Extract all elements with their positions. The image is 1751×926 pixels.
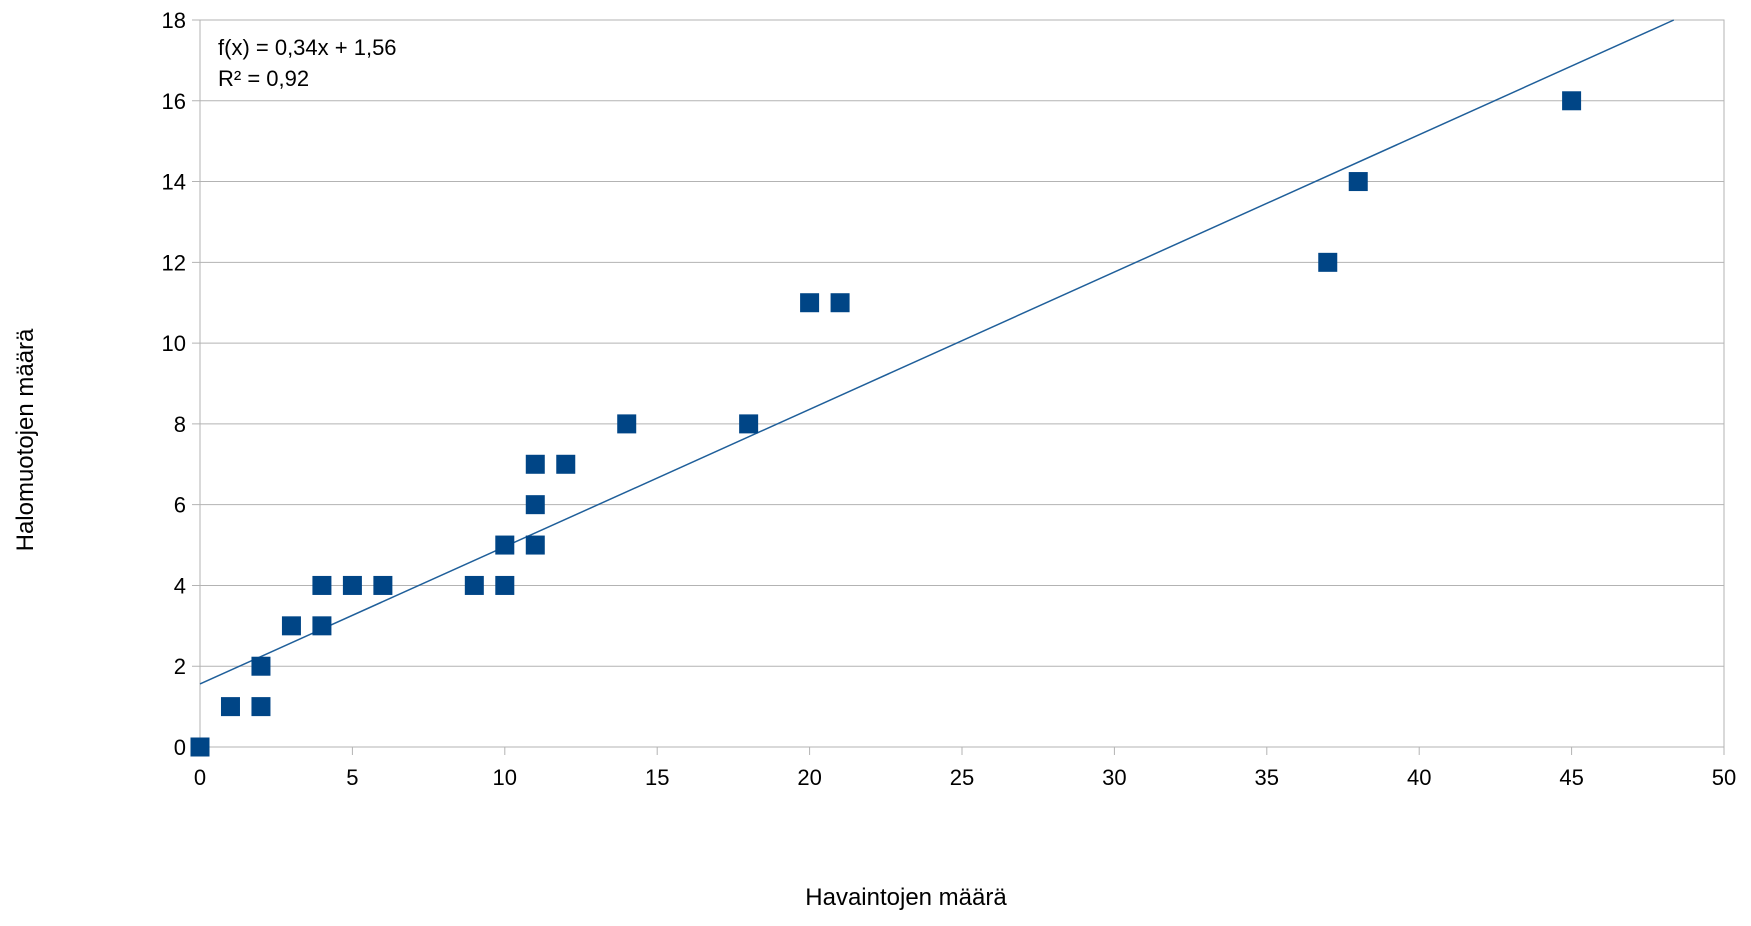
plot-frame <box>199 19 1725 748</box>
axes <box>199 19 1725 755</box>
data-point <box>525 535 545 555</box>
trendline-equation: f(x) = 0,34x + 1,56 <box>218 35 397 60</box>
y-tick-label: 16 <box>162 89 186 114</box>
data-point <box>525 495 545 515</box>
y-tick-label: 12 <box>162 250 186 275</box>
x-tick-label: 15 <box>645 765 669 790</box>
data-point <box>1318 252 1338 272</box>
x-tick-label: 5 <box>346 765 358 790</box>
data-point <box>830 293 850 313</box>
data-point <box>251 656 271 676</box>
trendline-group <box>199 19 1675 685</box>
y-tick-label: 4 <box>174 573 186 598</box>
y-tick-label: 0 <box>174 735 186 760</box>
x-tick-label: 25 <box>950 765 974 790</box>
x-tick-label: 30 <box>1102 765 1126 790</box>
data-point <box>190 737 210 757</box>
y-tick-label: 10 <box>162 331 186 356</box>
data-point <box>617 414 637 434</box>
data-point <box>251 697 271 717</box>
data-point <box>464 575 484 595</box>
trendline <box>199 19 1675 685</box>
data-point <box>556 454 576 474</box>
x-tick-label: 35 <box>1255 765 1279 790</box>
data-point <box>800 293 820 313</box>
data-point <box>1562 91 1582 111</box>
y-tick-label: 14 <box>162 170 186 195</box>
data-points <box>190 91 1582 757</box>
y-tick-label: 6 <box>174 493 186 518</box>
x-tick-label: 10 <box>493 765 517 790</box>
data-point <box>525 454 545 474</box>
x-axis-title: Havaintojen määrä <box>805 884 1007 911</box>
x-tick-label: 50 <box>1712 765 1736 790</box>
x-tick-label: 20 <box>797 765 821 790</box>
y-tick-label: 2 <box>174 654 186 679</box>
data-point <box>495 535 515 555</box>
data-point <box>342 575 362 595</box>
tick-labels: 0 2 4 6 8 10 12 14 16 18 0 5 10 15 20 25 30 35 40 45 50 <box>162 8 1737 790</box>
y-axis-title: Halomuotojen määrä <box>12 328 39 551</box>
data-point <box>739 414 759 434</box>
x-tick-label: 45 <box>1559 765 1583 790</box>
data-point <box>373 575 393 595</box>
x-tick-label: 0 <box>194 765 206 790</box>
data-point <box>281 616 301 636</box>
y-tick-label: 18 <box>162 8 186 33</box>
data-point <box>312 616 332 636</box>
x-tick-label: 40 <box>1407 765 1431 790</box>
gridlines <box>192 19 1724 748</box>
data-point <box>1348 172 1368 192</box>
data-point <box>312 575 332 595</box>
data-point <box>495 575 515 595</box>
trendline-r-squared: R² = 0,92 <box>218 66 309 91</box>
y-tick-label: 8 <box>174 412 186 437</box>
data-point <box>220 697 240 717</box>
